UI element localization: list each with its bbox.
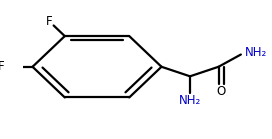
Text: NH₂: NH₂ (245, 46, 267, 59)
Text: F: F (46, 15, 52, 28)
Text: F: F (0, 60, 5, 73)
Text: NH₂: NH₂ (179, 94, 201, 107)
Text: O: O (217, 85, 226, 98)
